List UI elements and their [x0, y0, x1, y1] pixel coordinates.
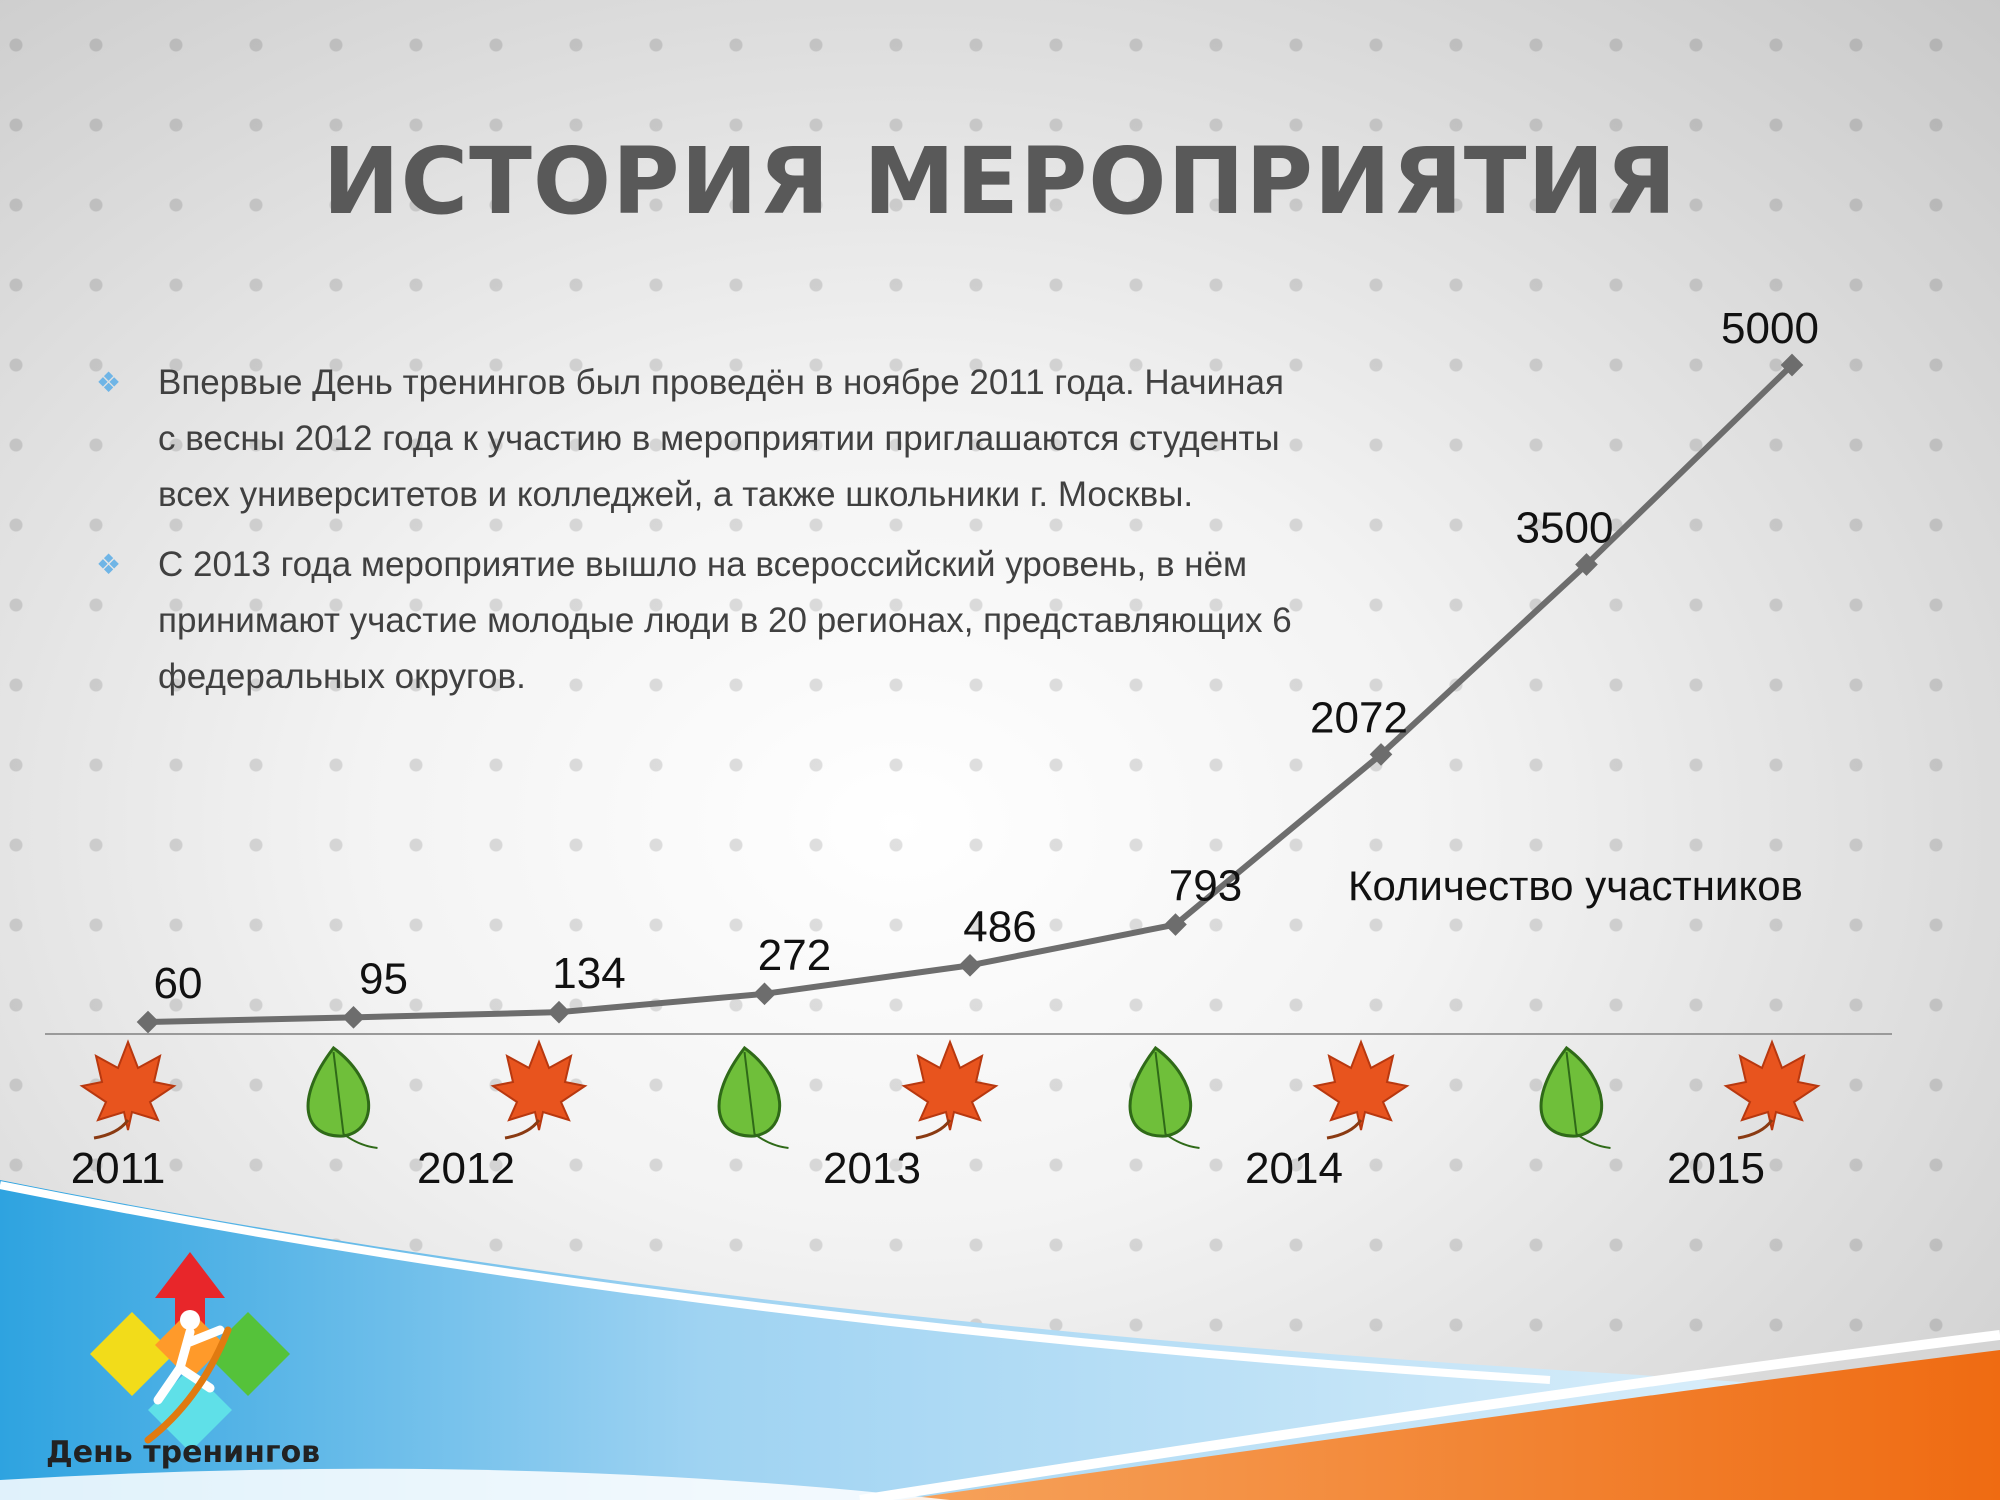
value-label: 134	[552, 949, 625, 998]
year-label: 2014	[1245, 1144, 1343, 1193]
value-label: 793	[1169, 862, 1242, 911]
green-leaf-icon	[717, 1045, 789, 1149]
data-point	[1369, 743, 1393, 766]
day-of-trainings-logo	[90, 1252, 290, 1452]
data-point	[1780, 353, 1804, 377]
logo-text: День тренингов	[46, 1435, 321, 1470]
value-label: 3500	[1516, 504, 1614, 553]
bottom-decorative-bands	[0, 1180, 2000, 1500]
maple-leaf-icon	[901, 1039, 999, 1140]
data-point	[342, 1006, 365, 1029]
green-leaf-icon	[306, 1045, 378, 1149]
year-label: 2011	[71, 1144, 166, 1193]
year-labels: 2011 2012 2013 2014 2015	[71, 1144, 1765, 1193]
diamond-bullet-icon: ❖	[96, 367, 122, 398]
data-point	[1164, 913, 1187, 936]
value-label: 486	[963, 902, 1036, 951]
maple-leaf-icon	[1723, 1039, 1821, 1140]
value-label: 272	[758, 931, 831, 980]
page-title: ИСТОРИЯ МЕРОПРИЯТИЯ	[322, 128, 1678, 235]
data-point	[547, 1000, 571, 1024]
value-label: 2072	[1310, 693, 1408, 742]
maple-leaf-icon	[79, 1039, 177, 1140]
bullet-text: С 2013 года мероприятие вышло на всеросс…	[158, 545, 1292, 696]
year-label: 2015	[1667, 1144, 1765, 1193]
data-point	[958, 954, 982, 977]
bullet-item: ❖ Впервые День тренингов был проведён в …	[96, 355, 1296, 523]
data-point	[753, 982, 776, 1006]
bullet-item: ❖ С 2013 года мероприятие вышло на всеро…	[96, 537, 1296, 705]
year-label: 2013	[823, 1144, 921, 1193]
bullet-list: ❖ Впервые День тренингов был проведён в …	[96, 355, 1296, 719]
series-name-label: Количество участников	[1348, 862, 1803, 909]
value-label: 95	[359, 954, 408, 1003]
data-point	[136, 1010, 160, 1034]
maple-leaf-icon	[1312, 1039, 1410, 1140]
data-point	[1575, 553, 1598, 576]
diamond-bullet-icon: ❖	[96, 549, 122, 580]
value-label: 60	[154, 959, 203, 1008]
value-labels: 60 95 134 272 486 793 2072 3500 5000	[154, 304, 1819, 1008]
leaf-markers	[79, 1039, 1821, 1149]
maple-leaf-icon	[490, 1039, 588, 1140]
green-leaf-icon	[1539, 1045, 1611, 1149]
green-leaf-icon	[1128, 1045, 1200, 1149]
bullet-text: Впервые День тренингов был проведён в но…	[158, 363, 1284, 514]
value-label: 5000	[1721, 304, 1819, 353]
year-label: 2012	[417, 1144, 515, 1193]
